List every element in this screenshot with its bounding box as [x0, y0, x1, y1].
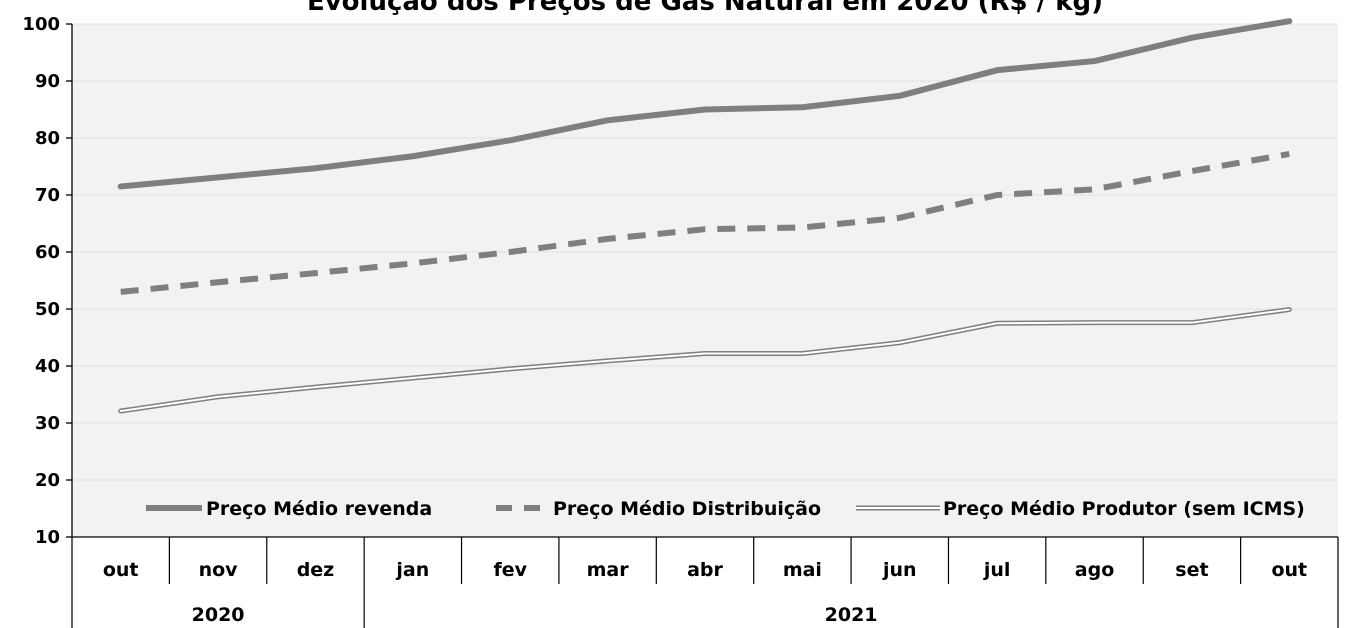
year-label: 2021: [825, 604, 878, 626]
y-tick-label: 90: [35, 71, 60, 92]
x-tick-label: mai: [783, 559, 822, 581]
x-tick-label: out: [1271, 559, 1307, 581]
y-tick-label: 70: [35, 185, 60, 206]
x-tick-label: nov: [199, 559, 239, 581]
legend-label: Preço Médio Distribuição: [553, 498, 821, 520]
y-tick-label: 30: [35, 413, 60, 434]
x-tick-label: mar: [587, 559, 630, 581]
x-tick-label: set: [1175, 559, 1208, 581]
series-line-produtor-inner: [119, 308, 1291, 413]
legend: Preço Médio revenda Preço Médio Distribui…: [146, 498, 1305, 520]
legend-label: Preço Médio revenda: [206, 498, 432, 520]
y-tick-label: 50: [35, 299, 60, 320]
y-tick-label: 40: [35, 356, 60, 377]
year-label: 2020: [192, 604, 245, 626]
legend-label: Preço Médio Produtor (sem ICMS): [943, 498, 1305, 520]
y-tick-label: 100: [22, 14, 60, 35]
x-tick-label: fev: [493, 559, 527, 581]
series-line-distribuicao: [120, 151, 1290, 295]
x-tick-label: dez: [297, 559, 335, 581]
y-tick-label: 20: [35, 470, 60, 491]
series-group: [117, 18, 1293, 414]
plot-area-background: [72, 24, 1338, 537]
gridlines: [72, 23, 1338, 481]
x-tick-label: jul: [983, 559, 1011, 581]
y-axis: 10 20 30 40 50 60 70 80 90 100: [22, 14, 73, 548]
x-axis: out nov dez jan fev mar abr mai jun jul ago set out 2…: [71, 536, 1339, 628]
series-line-revenda: [117, 18, 1293, 190]
x-tick-label: jun: [882, 559, 917, 581]
y-tick-label: 80: [35, 128, 60, 149]
x-tick-label: out: [103, 559, 139, 581]
x-tick-label: jan: [395, 559, 429, 581]
y-tick-label: 10: [35, 527, 60, 548]
x-tick-label: ago: [1075, 559, 1114, 581]
y-tick-label: 60: [35, 242, 60, 263]
chart-title: Evolução dos Preços de Gás Natural em 20…: [307, 0, 1103, 17]
x-tick-label: abr: [687, 559, 723, 581]
